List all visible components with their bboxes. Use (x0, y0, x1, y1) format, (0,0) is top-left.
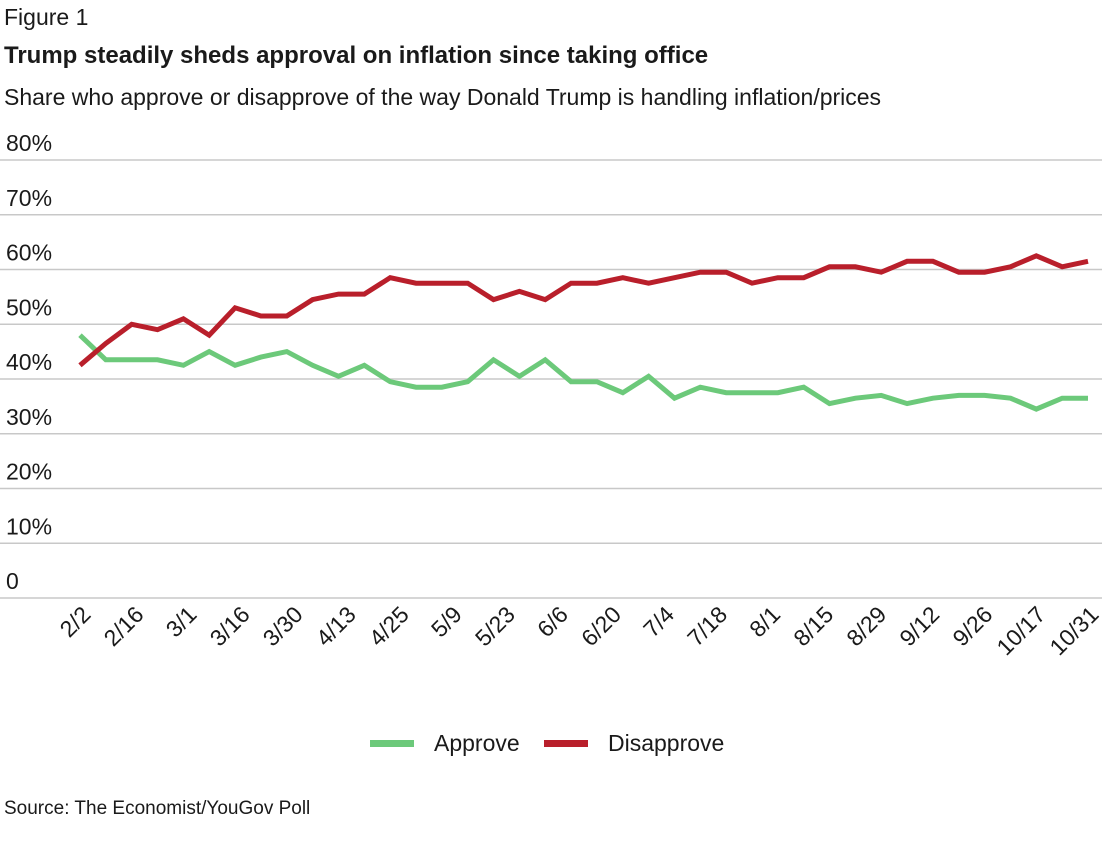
y-tick-label: 30% (6, 404, 52, 430)
legend-swatch-disapprove (544, 740, 588, 747)
x-tick-label: 2/2 (55, 601, 96, 642)
x-tick-label: 9/12 (894, 601, 944, 651)
x-tick-label: 3/30 (258, 601, 308, 651)
source-note: Source: The Economist/YouGov Poll (4, 798, 311, 819)
legend: Approve Disapprove (0, 730, 1120, 762)
line-chart: 0 10% 20% 30% 40% 50% 60% 70% 80% 2/2 2/16 3/1 3/16… (0, 130, 1104, 660)
y-tick-label: 70% (6, 185, 52, 211)
y-tick-label: 60% (6, 240, 52, 266)
x-tick-label: 3/16 (205, 601, 255, 651)
legend-item-disapprove: Disapprove (544, 730, 724, 757)
y-tick-label: 40% (6, 349, 52, 375)
x-tick-label: 3/1 (161, 601, 202, 642)
x-tick-label: 8/29 (841, 601, 891, 651)
y-tick-label: 80% (6, 130, 52, 156)
x-tick-label: 10/31 (1044, 601, 1103, 660)
x-tick-label: 4/13 (311, 601, 361, 651)
x-tick-label: 2/16 (99, 601, 149, 651)
x-tick-label: 7/4 (638, 601, 679, 642)
legend-label-approve: Approve (434, 730, 520, 756)
x-tick-label: 5/9 (426, 601, 467, 642)
series-lines (78, 253, 1089, 412)
x-tick-label: 8/15 (788, 601, 838, 651)
chart-title: Trump steadily sheds approval on inflati… (4, 42, 709, 69)
gridlines (0, 159, 1102, 599)
x-tick-label: 8/1 (744, 601, 785, 642)
x-tick-label: 4/25 (364, 601, 414, 651)
x-tick-label: 6/20 (576, 601, 626, 651)
x-tick-label: 7/18 (682, 601, 732, 651)
x-tick-label: 10/17 (991, 601, 1050, 660)
x-tick-label: 6/6 (532, 601, 573, 642)
y-tick-label: 20% (6, 459, 52, 485)
series-line-disapprove (78, 253, 1089, 368)
chart-subtitle: Share who approve or disapprove of the w… (4, 84, 882, 110)
legend-item-approve: Approve (370, 730, 520, 757)
figure-label: Figure 1 (4, 4, 89, 30)
series-line-approve (78, 333, 1088, 412)
x-tick-label: 9/26 (947, 601, 997, 651)
x-tick-label: 5/23 (470, 601, 520, 651)
y-tick-label: 0 (6, 568, 19, 594)
y-tick-label: 10% (6, 513, 52, 539)
x-axis-ticks: 2/2 2/16 3/1 3/16 3/30 4/13 4/25 5/9 5/23 6/6 6/20… (55, 601, 1104, 660)
legend-label-disapprove: Disapprove (608, 730, 725, 756)
legend-swatch-approve (370, 740, 414, 747)
y-axis-ticks: 0 10% 20% 30% 40% 50% 60% 70% 80% (6, 130, 52, 594)
y-tick-label: 50% (6, 294, 52, 320)
